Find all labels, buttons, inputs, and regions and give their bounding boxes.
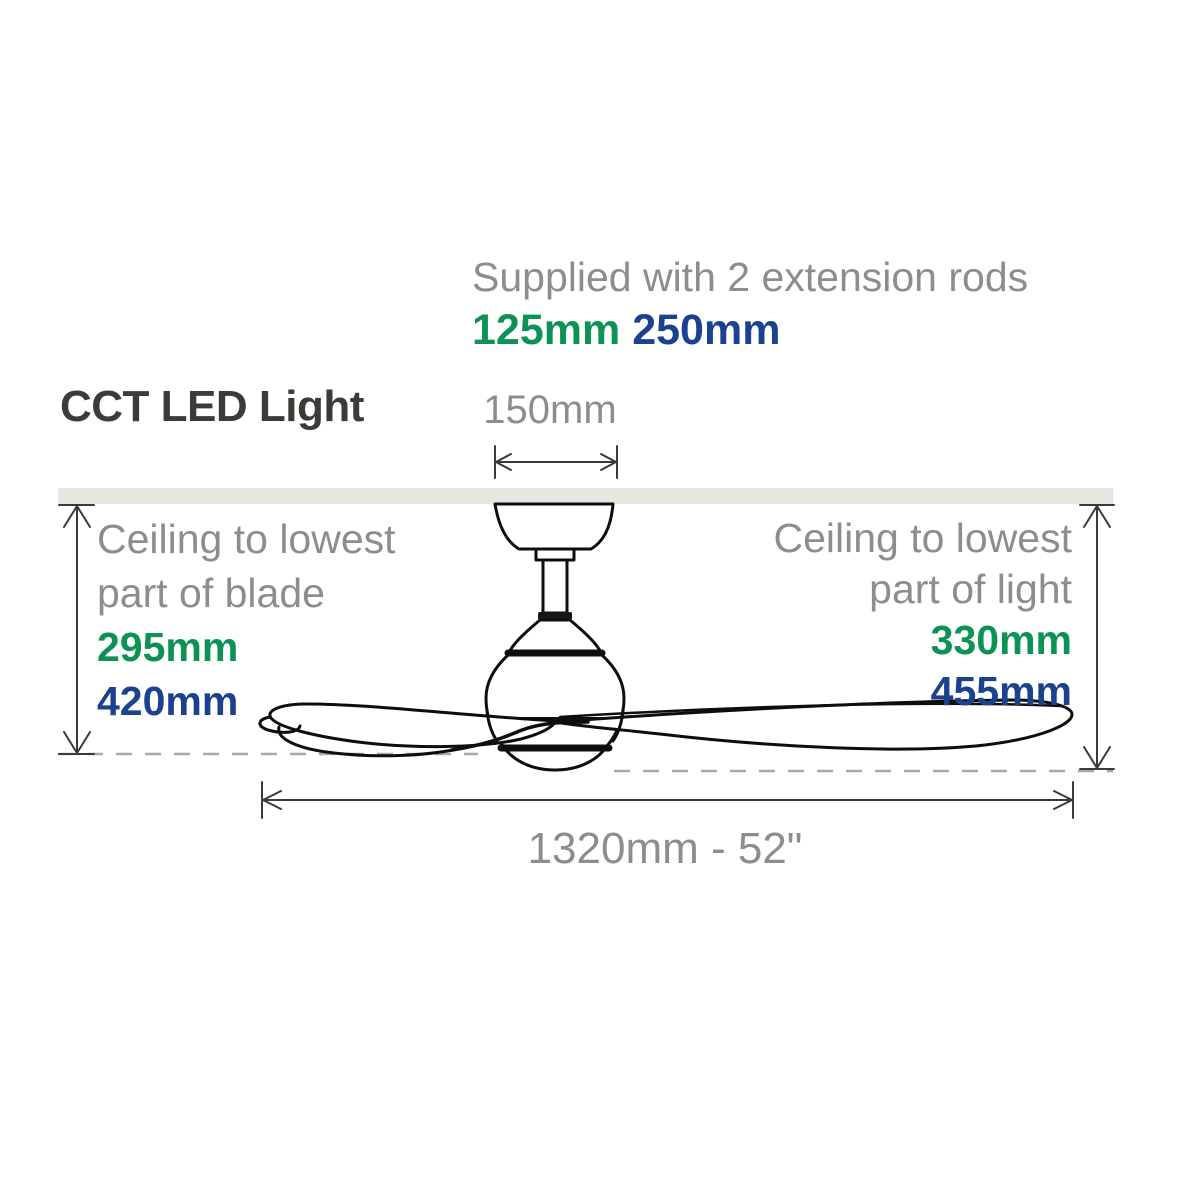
ceiling-to-blade-label-line1: Ceiling to lowest bbox=[97, 516, 396, 562]
motor-edge-left bbox=[485, 708, 499, 743]
extension-rod-values: 125mm 250mm bbox=[472, 306, 780, 355]
ceiling-to-blade-arrow bbox=[58, 504, 95, 755]
ceiling-to-light-short-value: 330mm bbox=[930, 617, 1072, 663]
blade-hub-curve bbox=[450, 720, 590, 752]
extension-rod-short-value: 125mm bbox=[472, 306, 621, 354]
blade-left bbox=[268, 702, 558, 749]
downrod bbox=[541, 558, 569, 615]
canopy bbox=[493, 502, 615, 551]
product-label: CCT LED Light bbox=[60, 382, 364, 431]
canopy-width-arrow bbox=[493, 445, 619, 479]
extension-rod-long-value: 250mm bbox=[632, 306, 781, 354]
blade-sweep-value: 1320mm - 52" bbox=[527, 824, 803, 873]
ceiling-to-light-block: Ceiling to lowest part of light 330mm 45… bbox=[773, 513, 1072, 717]
motor-edge-right bbox=[611, 708, 625, 743]
ceiling-line bbox=[58, 488, 1113, 504]
ceiling-to-light-long-value: 455mm bbox=[930, 668, 1072, 714]
canopy-width-value: 150mm bbox=[483, 388, 617, 432]
extension-rods-label: Supplied with 2 extension rods bbox=[472, 254, 1029, 300]
blade-right-edge-line bbox=[558, 702, 1062, 719]
blade-left-tip-curl bbox=[258, 715, 302, 734]
ceiling-to-blade-block: Ceiling to lowest part of blade 295mm 42… bbox=[97, 512, 396, 728]
ceiling-to-light-label-line1: Ceiling to lowest bbox=[773, 515, 1072, 561]
blade-left-underside bbox=[277, 725, 460, 758]
blade-sweep-arrow bbox=[260, 781, 1075, 819]
ceiling-to-blade-long-value: 420mm bbox=[97, 678, 239, 724]
ceiling-to-blade-short-value: 295mm bbox=[97, 624, 239, 670]
ceiling-to-blade-label-line2: part of blade bbox=[97, 570, 325, 616]
ceiling-to-light-label-line2: part of light bbox=[869, 566, 1072, 612]
ceiling-to-light-arrow bbox=[1079, 504, 1115, 770]
canopy-collar bbox=[534, 547, 576, 562]
rod-coupler bbox=[538, 612, 572, 620]
